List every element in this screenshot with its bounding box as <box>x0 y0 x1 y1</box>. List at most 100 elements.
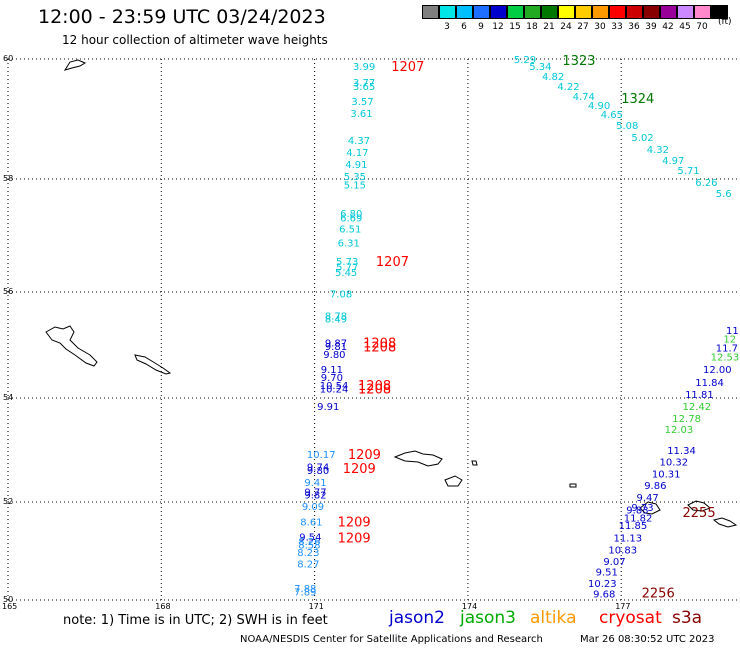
legend-swatch <box>422 5 439 19</box>
wave-height-value: 5.08 <box>616 121 638 132</box>
wave-height-value: 8.58 <box>298 541 320 552</box>
wave-height-value: 6.26 <box>695 178 717 189</box>
pass-time-label: 1209 <box>338 531 371 546</box>
wave-height-value: 11.81 <box>685 390 714 401</box>
legend-unit: (ft) <box>718 17 732 27</box>
wave-height-value: 4.90 <box>588 101 610 112</box>
pass-time-label: 2255 <box>683 506 716 521</box>
wave-height-value: 3.65 <box>353 82 375 93</box>
wave-height-value: 9.51 <box>596 568 618 579</box>
wave-height-value: 10.24 <box>320 384 349 395</box>
pass-time-label: 1324 <box>621 92 654 107</box>
wave-height-value: 9.86 <box>644 481 666 492</box>
wave-height-value: 9.07 <box>603 557 625 568</box>
lat-label: 56 <box>3 287 13 296</box>
wave-height-value: 11.34 <box>667 446 696 457</box>
wave-height-value: 5.6 <box>716 189 732 200</box>
wave-height-value: 10.54 <box>320 381 349 392</box>
legend-swatch <box>711 5 728 19</box>
satellite-name: altika <box>530 608 577 628</box>
wave-height-value: 9.68 <box>593 590 615 601</box>
satellite-name: jason2 <box>389 608 445 628</box>
wave-height-value: 7.08 <box>330 290 352 301</box>
legend-swatch <box>609 5 626 19</box>
wave-height-value: 11.13 <box>614 533 643 544</box>
wave-height-value: 8.27 <box>297 559 319 570</box>
wave-height-value: 9.11 <box>321 365 343 376</box>
wave-height-value: 12.42 <box>683 402 712 413</box>
wave-height-value: 8.61 <box>300 518 322 529</box>
legend-tick-label: 9 <box>478 22 484 32</box>
lat-label: 52 <box>3 497 13 506</box>
aleutian-island-6 <box>687 500 711 512</box>
wave-height-value: 8.49 <box>325 315 347 326</box>
legend-tick-label: 21 <box>543 22 555 32</box>
map-title: 12:00 - 23:59 UTC 03/24/2023 <box>38 6 326 28</box>
wave-height-value: 7.88 <box>294 584 316 595</box>
wave-height-value: 9.54 <box>299 532 321 543</box>
wave-height-value: 10.32 <box>660 457 689 468</box>
wave-height-value: 9.82 <box>304 491 326 502</box>
wave-height-value: 3.99 <box>353 62 375 73</box>
wave-height-value: 4.17 <box>346 148 368 159</box>
lon-label: 177 <box>615 602 630 611</box>
aleutian-island-5 <box>639 501 661 515</box>
alaska-coast-fragment <box>63 59 87 71</box>
legend-swatch <box>473 5 490 19</box>
wave-height-value: 9.83 <box>626 505 648 516</box>
wave-height-value: 9.77 <box>304 488 326 499</box>
legend-swatch <box>490 5 507 19</box>
legend-tick-label: 6 <box>461 22 467 32</box>
legend-tick-label: 30 <box>594 22 606 32</box>
legend-swatch <box>439 5 456 19</box>
wave-height-value: 9.47 <box>637 493 659 504</box>
wave-height-value: 4.65 <box>601 110 623 121</box>
legend-tick-label: 18 <box>526 22 538 32</box>
wave-height-value: 5.73 <box>336 257 358 268</box>
wave-height-value: 4.82 <box>542 72 564 83</box>
aleutian-island-1 <box>393 450 443 467</box>
wave-height-value: 11.85 <box>619 521 648 532</box>
legend-swatch <box>677 5 694 19</box>
pass-time-label: 1208 <box>358 379 391 394</box>
pass-time-label: 1323 <box>562 54 595 69</box>
pass-time-label: 1209 <box>338 516 371 531</box>
wave-height-value: 8.78 <box>325 311 347 322</box>
pass-time-label: 2256 <box>642 587 675 602</box>
credit-line: NOAA/NESDIS Center for Satellite Applica… <box>240 634 543 645</box>
wave-height-value: 12.78 <box>672 414 701 425</box>
wave-height-value: 9.73 <box>631 503 653 514</box>
wave-height-value: 5.15 <box>344 181 366 192</box>
legend-tick-label: 27 <box>577 22 589 32</box>
legend-swatch <box>592 5 609 19</box>
satellite-name: cryosat <box>599 608 662 628</box>
pass-time-label: 1208 <box>363 336 396 351</box>
footnote: note: 1) Time is in UTC; 2) SWH is in fe… <box>63 613 328 628</box>
lon-label: 174 <box>462 602 477 611</box>
lat-label: 58 <box>3 174 13 183</box>
pass-time-label: 1209 <box>343 462 376 477</box>
wave-height-value: 8.23 <box>297 548 319 559</box>
legend-swatch <box>660 5 677 19</box>
lon-label: 165 <box>2 602 17 611</box>
wave-height-value: 5.45 <box>335 268 357 279</box>
aleutian-island-7 <box>712 517 738 528</box>
wave-height-value: 4.37 <box>348 136 370 147</box>
wave-height-value: 10.17 <box>307 450 336 461</box>
wave-height-value: 11.84 <box>695 378 724 389</box>
aleutian-island-2 <box>444 475 463 487</box>
wave-height-value: 9.81 <box>325 342 347 353</box>
wave-height-value: 4.74 <box>573 92 595 103</box>
wave-height-value: 9.09 <box>302 502 324 513</box>
wave-height-value: 9.80 <box>323 350 345 361</box>
wave-height-value: 11.7 <box>716 344 738 355</box>
small-island <box>134 354 172 375</box>
land-outlines <box>45 59 738 528</box>
wave-height-value: 4.22 <box>557 82 579 93</box>
wave-height-value: 11 <box>726 326 739 337</box>
wave-height-value: 5.34 <box>529 62 551 73</box>
wave-height-value: 9.70 <box>321 373 343 384</box>
wave-height-value: 12.00 <box>703 365 732 376</box>
legend-tick-label: 70 <box>696 22 708 32</box>
